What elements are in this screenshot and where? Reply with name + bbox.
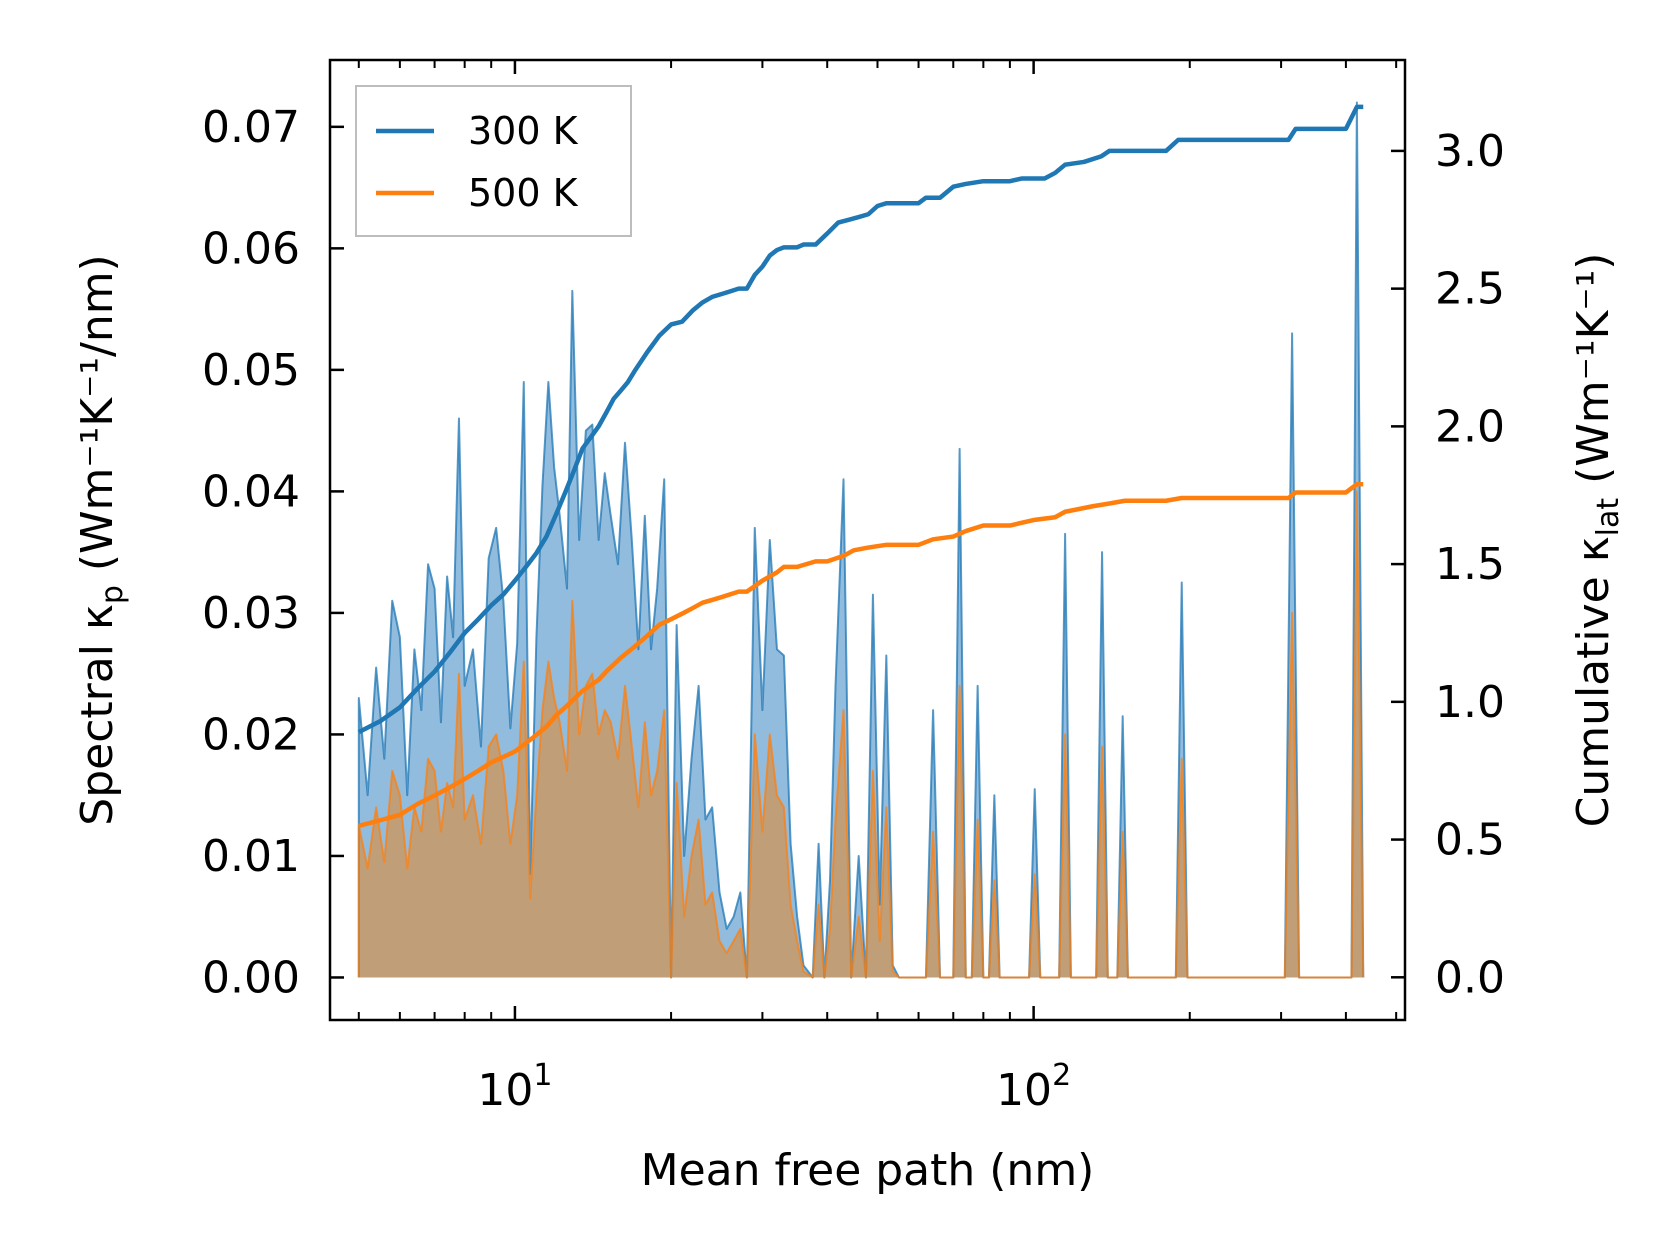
left-y-tick-label: 0.06 <box>202 223 300 274</box>
axes-frame <box>328 58 1407 1022</box>
left-y-tick-label: 0.05 <box>202 345 300 396</box>
legend-entry-label: 500 K <box>468 171 579 215</box>
spectral-fill-500k <box>358 491 1364 978</box>
left-y-tick-label: 0.03 <box>202 588 300 639</box>
right-y-tick-label: 2.0 <box>1435 401 1505 452</box>
plot-area <box>357 101 1365 979</box>
right-y-tick-label: 2.5 <box>1435 264 1505 315</box>
x-tick-label: 102 <box>996 1058 1071 1116</box>
left-y-tick-label: 0.04 <box>202 466 300 517</box>
left-y-tick-label: 0.02 <box>202 709 300 760</box>
right-y-tick-label: 1.5 <box>1435 539 1505 590</box>
left-y-axis-label: Spectral κp (Wm⁻¹K⁻¹/nm) <box>72 254 130 825</box>
legend: 300 K 500 K <box>355 85 632 237</box>
right-y-tick-label: 0.5 <box>1435 815 1505 866</box>
right-y-tick-label: 1.0 <box>1435 677 1505 728</box>
cumulative-line-500k <box>358 481 1364 828</box>
axes: 0.00 0.01 0.02 0.03 0.04 0.05 0.06 0.07 0.0 0.5 1.… <box>72 58 1626 1196</box>
spectral-line-500k <box>357 490 1365 979</box>
right-y-tick-label: 0.0 <box>1435 952 1505 1003</box>
legend-entry-label: 300 K <box>468 109 579 153</box>
x-axis-label: Mean free path (nm) <box>641 1145 1095 1196</box>
right-y-tick-label: 3.0 <box>1435 126 1505 177</box>
left-y-tick-label: 0.07 <box>202 102 300 153</box>
spectral-line-300k <box>357 101 1365 979</box>
cumulative-line-300k <box>357 104 1364 735</box>
right-y-axis-label: Cumulative κlat (Wm⁻¹K⁻¹) <box>1568 253 1626 828</box>
legend-box <box>355 85 632 237</box>
left-y-tick-label: 0.01 <box>202 831 300 882</box>
x-tick-label: 101 <box>477 1058 552 1116</box>
left-y-tick-label: 0.00 <box>202 952 300 1003</box>
